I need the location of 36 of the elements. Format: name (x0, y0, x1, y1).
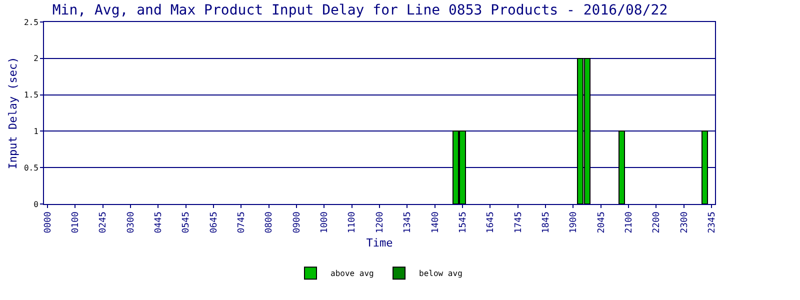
x-tick-label: 1400 (430, 212, 441, 234)
x-tick-label: 0645 (209, 212, 220, 234)
legend-label: above avg (330, 269, 374, 278)
y-tick-label: 0 (34, 200, 39, 209)
y-tick-label: 2 (34, 54, 39, 64)
x-tick-label: 1200 (375, 212, 386, 234)
x-tick-label: 2200 (652, 212, 662, 234)
x-tick-label: 0300 (126, 212, 136, 234)
x-tick-label: 2300 (680, 212, 690, 234)
x-tick-label: 1845 (541, 212, 552, 234)
x-tick-label: 0745 (237, 212, 248, 234)
y-tick-label: 0.5 (24, 163, 39, 172)
x-tick-label: 0900 (292, 212, 302, 234)
x-axis-title: Time (366, 236, 393, 250)
x-tick-label: 1645 (486, 212, 496, 234)
x-tick-label: 0545 (182, 212, 192, 234)
x-tick-label: 0800 (264, 212, 275, 234)
chart-title: Min, Avg, and Max Product Input Delay for Line 0853 Products - 2016/08/22 (52, 2, 668, 18)
x-tick-label: 0100 (71, 212, 82, 234)
x-tick-label: 1100 (348, 212, 358, 234)
x-tick-label: 0000 (43, 212, 54, 234)
x-tick-label: 1545 (458, 212, 468, 234)
y-axis-title: Input Delay (sec) (6, 56, 20, 170)
y-tick-label: 1.5 (24, 90, 39, 100)
x-tick-label: 1900 (569, 212, 580, 234)
x-tick-label: 2045 (596, 212, 607, 234)
x-tick-label: 0245 (98, 212, 109, 234)
x-tick-label: 1000 (320, 212, 330, 234)
legend-label: below avg (419, 269, 463, 278)
y-tick-label: 2.5 (24, 18, 39, 27)
x-tick-label: 1745 (514, 212, 524, 234)
x-tick-label: 2100 (624, 212, 634, 234)
x-tick-label: 1345 (403, 212, 414, 234)
y-tick-label: 1 (34, 127, 39, 136)
x-tick-label: 2345 (707, 212, 718, 234)
x-tick-label: 0445 (154, 212, 164, 234)
